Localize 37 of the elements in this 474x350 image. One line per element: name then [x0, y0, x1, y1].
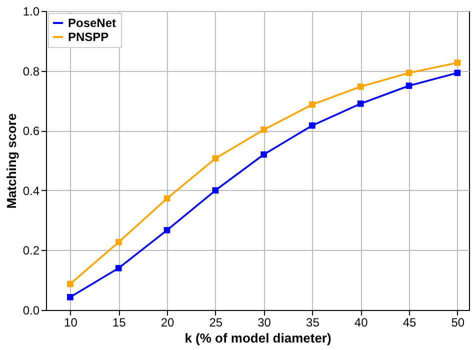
legend-label: PNSPP [68, 30, 109, 44]
point [454, 70, 461, 76]
point [164, 195, 170, 202]
point [309, 122, 316, 129]
x-tick-label: 10 [64, 316, 78, 330]
x-tick-label: 30 [258, 316, 272, 330]
point [212, 187, 219, 194]
x-tick-label: 45 [402, 316, 416, 330]
point [309, 101, 316, 108]
y-tick-label: 0.0 [22, 304, 40, 318]
point [67, 294, 74, 300]
x-tick-label: 15 [112, 316, 126, 330]
point [357, 100, 364, 107]
point [115, 264, 122, 272]
point [357, 83, 364, 90]
x-tick-label: 40 [354, 316, 368, 330]
y-tick-label: 1.0 [22, 4, 40, 18]
point [406, 70, 412, 76]
point [212, 155, 219, 162]
x-tick-label: 50 [451, 316, 465, 330]
x-tick-label: 35 [306, 316, 320, 330]
y-tick-label: 0.4 [22, 184, 40, 198]
point [67, 280, 74, 288]
point [406, 82, 412, 89]
x-tick-label: 25 [209, 316, 223, 330]
y-axis-title: Matching score [4, 113, 19, 209]
point [454, 60, 461, 66]
y-tick-label: 0.2 [22, 244, 40, 258]
x-tick-label: 20 [160, 316, 174, 330]
point [260, 151, 267, 158]
point [260, 126, 267, 133]
x-axis-title: k (% of model diameter) [184, 330, 332, 346]
point [115, 238, 122, 246]
y-tick-label: 0.6 [22, 124, 40, 138]
point [164, 227, 170, 234]
y-tick-label: 0.8 [22, 64, 40, 78]
legend-label: PoseNet [68, 16, 116, 30]
